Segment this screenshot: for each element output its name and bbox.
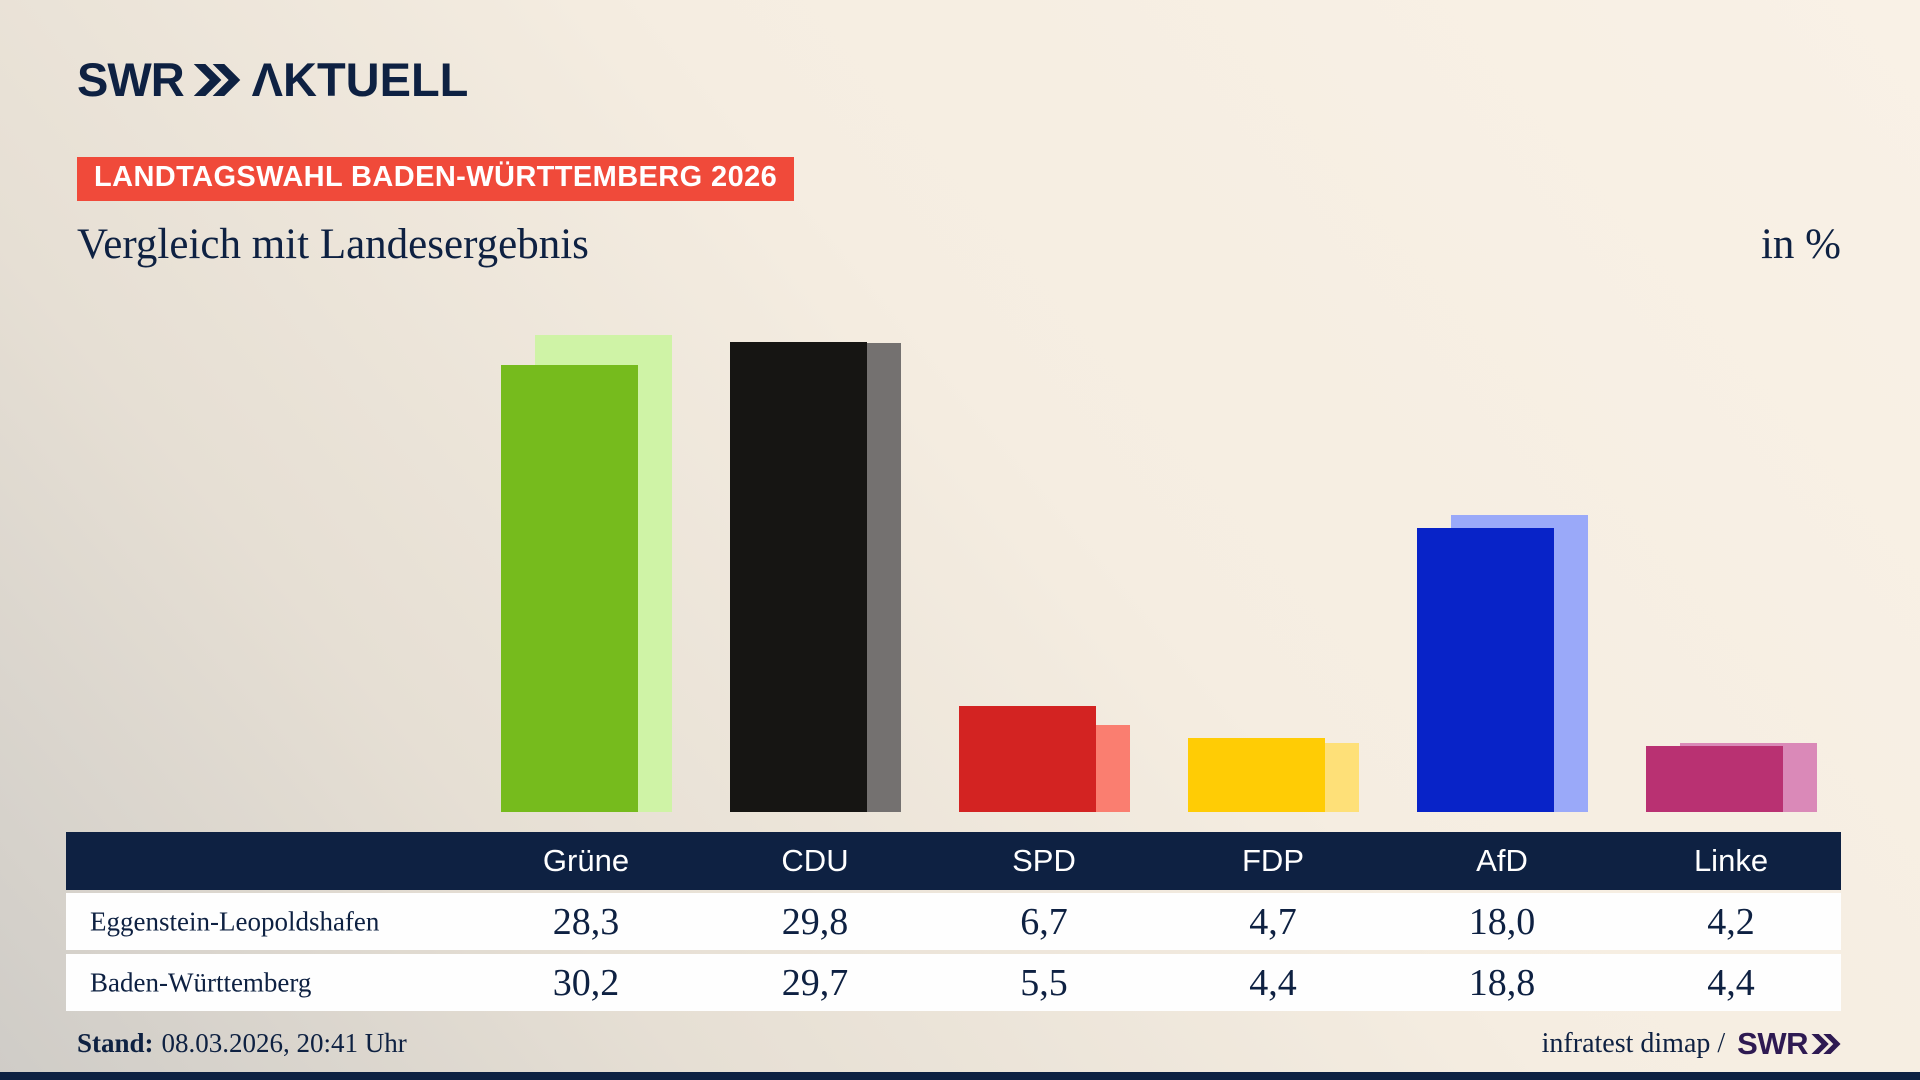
table-cell-fdp-row0: 4,7 xyxy=(1249,900,1297,943)
table-cell-linke-row0: 4,2 xyxy=(1707,900,1755,943)
double-chevron-icon xyxy=(193,63,240,96)
row-label-eggensteinleopoldshafen: Eggenstein-Leopoldshafen xyxy=(90,906,380,936)
logo-swr-text: SWR xyxy=(77,53,185,106)
table-cell-gruene-row0: 28,3 xyxy=(552,900,620,943)
credit-swr-text: SWR xyxy=(1737,1026,1808,1061)
table-cell-linke-row1: 4,4 xyxy=(1707,961,1755,1004)
table-cell-cdu-row0: 29,8 xyxy=(781,900,849,943)
column-header-fdp: FDP xyxy=(1242,843,1304,878)
table-header-row: Grüne CDU SPD FDP AfD Linke xyxy=(66,832,1841,890)
column-header-cdu: CDU xyxy=(781,843,849,878)
bar-spd-municipality xyxy=(958,706,1096,812)
unit-label: in % xyxy=(1760,221,1841,268)
table-cell-spd-row1: 5,5 xyxy=(1020,961,1068,1004)
table-cell-gruene-row1: 30,2 xyxy=(552,961,620,1004)
row-label-badenwuerttemberg: Baden-Württemberg xyxy=(90,967,312,997)
column-header-linke: Linke xyxy=(1693,843,1769,878)
column-header-gruene: Grüne xyxy=(542,843,630,878)
swr-aktuell-logo: SWR ΛKTUELL xyxy=(77,52,468,107)
table-cell-afd-row1: 18,8 xyxy=(1468,961,1536,1004)
stand-label: Stand: xyxy=(77,1028,154,1058)
column-header-spd: SPD xyxy=(1012,843,1076,878)
bar-gruene-municipality xyxy=(500,365,638,812)
election-banner: LANDTAGSWAHL BADEN-WÜRTTEMBERG 2026 xyxy=(77,157,795,201)
page-title: Vergleich mit Landesergebnis xyxy=(77,221,589,268)
bar-cdu-municipality xyxy=(729,341,867,812)
source-credit: infratest dimap / SWR xyxy=(1542,1026,1841,1062)
table-row-eggenstein-leopoldshafen: Eggenstein-Leopoldshafen 28,3 29,8 6,7 4,7 18… xyxy=(66,893,1841,950)
table-cell-spd-row0: 6,7 xyxy=(1020,900,1068,943)
bottom-accent-bar xyxy=(0,1072,1920,1080)
stand-value: 08.03.2026, 20:41 Uhr xyxy=(161,1028,407,1058)
logo-aktuell-text: ΛKTUELL xyxy=(251,53,469,106)
bar-linke-municipality xyxy=(1645,745,1783,812)
credit-text: infratest dimap / xyxy=(1541,1028,1726,1059)
column-header-afd: AfD xyxy=(1476,843,1528,878)
table-cell-cdu-row1: 29,7 xyxy=(781,961,849,1004)
table-cell-fdp-row1: 4,4 xyxy=(1249,961,1297,1004)
status-line: Stand: 08.03.2026, 20:41 Uhr xyxy=(77,1028,407,1059)
bar-afd-municipality xyxy=(1416,527,1554,812)
table-cell-afd-row0: 18,0 xyxy=(1468,900,1536,943)
double-chevron-icon xyxy=(1811,1034,1841,1054)
table-row-baden-wuerttemberg: Baden-Württemberg 30,2 29,7 5,5 4,4 18,8 4,4 xyxy=(66,954,1841,1011)
bar-fdp-municipality xyxy=(1187,737,1325,812)
credit-swr-brand: SWR xyxy=(1737,1026,1841,1062)
